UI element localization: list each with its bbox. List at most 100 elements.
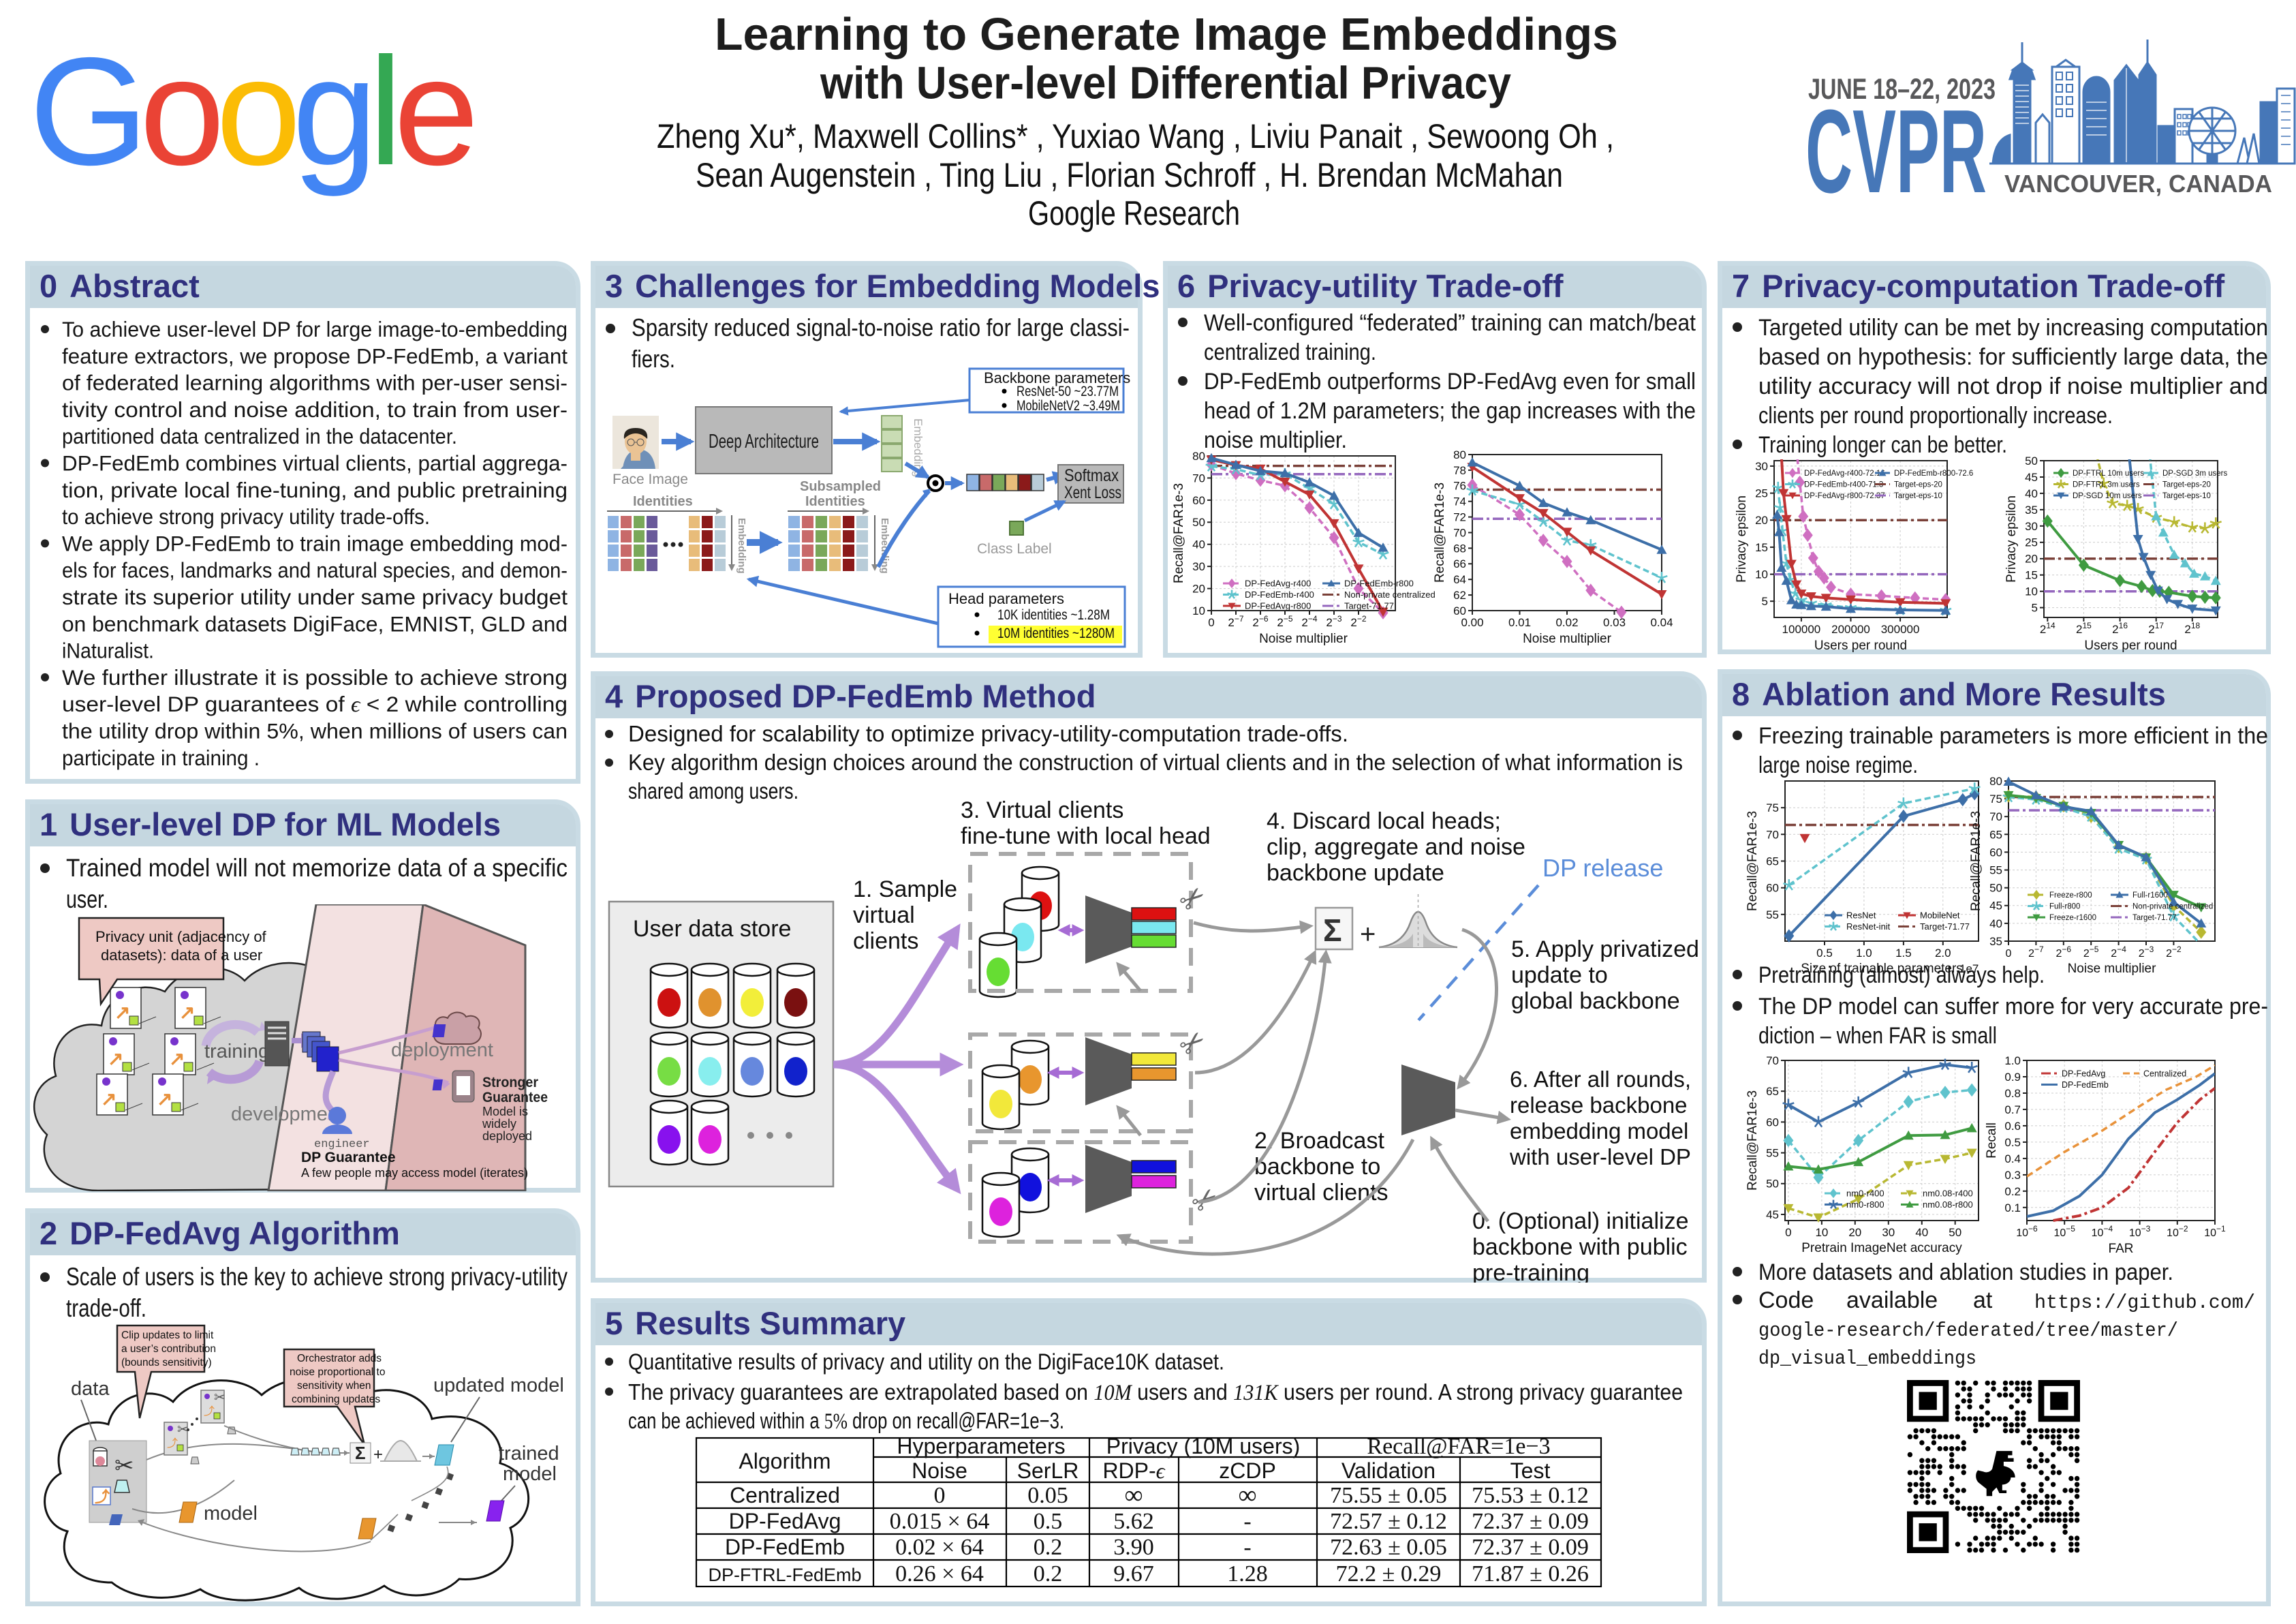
svg-text:⤴: ⤴ — [167, 1437, 178, 1450]
svg-text:a user’s contribution: a user’s contribution — [121, 1343, 216, 1355]
svg-text:virtual clients: virtual clients — [1254, 1180, 1389, 1206]
svg-text:A few people may access model: A few people may access model (iterates) — [301, 1166, 528, 1180]
svg-text:Backbone parameters: Backbone parameters — [984, 369, 1130, 386]
svg-text:Identities: Identities — [633, 494, 693, 509]
svg-text:Full-r1600: Full-r1600 — [2132, 891, 2168, 900]
svg-text:JUNE 18–22, 2023: JUNE 18–22, 2023 — [1808, 73, 1996, 106]
svg-text:nm0-r800: nm0-r800 — [1846, 1199, 1884, 1210]
svg-text:2−5: 2−5 — [1277, 614, 1292, 629]
svg-text:216: 216 — [2112, 621, 2128, 636]
svg-text:noise proportional to: noise proportional to — [290, 1366, 385, 1378]
svg-text:participate in training .: participate in training . — [62, 746, 260, 770]
svg-text:9.67: 9.67 — [1113, 1561, 1154, 1587]
svg-text:utility accuracy will not drop: utility accuracy will not drop if noise … — [1758, 373, 2268, 399]
svg-text:global backbone: global backbone — [1511, 988, 1680, 1014]
svg-text:model: model — [204, 1503, 258, 1525]
svg-text:10−3: 10−3 — [2129, 1224, 2151, 1239]
svg-text:66: 66 — [1453, 557, 1466, 570]
svg-text:release backbone: release backbone — [1510, 1092, 1688, 1118]
svg-text:to achieve strong privacy util: to achieve strong privacy utility trade-… — [62, 504, 430, 529]
svg-text:Users per round: Users per round — [1814, 639, 1907, 653]
svg-text:✂: ✂ — [1173, 1022, 1213, 1064]
svg-text:20: 20 — [1192, 583, 1205, 596]
svg-text:More datasets and ablation stu: More datasets and ablation studies in pa… — [1758, 1259, 2173, 1285]
svg-text:FAR: FAR — [2109, 1242, 2134, 1256]
svg-text:update to: update to — [1511, 962, 1608, 988]
svg-text:CVPR: CVPR — [1805, 85, 1987, 217]
svg-text:75: 75 — [1766, 801, 1779, 814]
svg-text:70: 70 — [1766, 1054, 1779, 1067]
svg-text:78: 78 — [1453, 464, 1466, 477]
svg-text:10−6: 10−6 — [2016, 1224, 2038, 1239]
svg-text:backbone to: backbone to — [1254, 1154, 1380, 1180]
svg-text:Stronger: Stronger — [482, 1075, 538, 1090]
svg-text:Key algorithm design choices a: Key algorithm design choices around the … — [628, 750, 1683, 775]
svg-text:✂: ✂ — [114, 1453, 134, 1479]
svg-text:virtual: virtual — [853, 902, 915, 928]
svg-text:2−5: 2−5 — [2083, 945, 2099, 960]
svg-text:1.0: 1.0 — [1856, 947, 1872, 960]
svg-text:clients: clients — [853, 928, 918, 954]
svg-text:30: 30 — [1755, 460, 1768, 473]
svg-text:DP-FedEmb outperforms DP-FedAv: DP-FedEmb outperforms DP-FedAvg even for… — [1204, 369, 1696, 395]
svg-text:0. (Optional) initialize: 0. (Optional) initialize — [1472, 1208, 1688, 1234]
svg-text:Validation: Validation — [1341, 1458, 1436, 1483]
svg-text:Head parameters: Head parameters — [948, 590, 1064, 607]
svg-text:72.37 ± 0.09: 72.37 ± 0.09 — [1472, 1535, 1589, 1560]
svg-text:updated model: updated model — [433, 1375, 564, 1396]
svg-text:dp_visual_embeddings: dp_visual_embeddings — [1758, 1347, 1976, 1370]
svg-text:Recall: Recall — [1985, 1122, 1999, 1159]
svg-text:SerLR: SerLR — [1017, 1458, 1079, 1483]
svg-text:training: training — [204, 1041, 269, 1062]
svg-text:↗: ↗ — [157, 1088, 172, 1109]
svg-text:DP-FedEmb-r400: DP-FedEmb-r400 — [1245, 589, 1314, 600]
svg-text:74: 74 — [1453, 495, 1466, 508]
svg-text:60: 60 — [1453, 604, 1466, 617]
svg-text:10−4: 10−4 — [2092, 1224, 2113, 1239]
svg-text:Identities: Identities — [805, 494, 865, 509]
svg-text:with User-level Differential P: with User-level Differential Privacy — [820, 58, 1511, 109]
svg-text:45: 45 — [2025, 471, 2038, 484]
svg-text:Model is: Model is — [482, 1105, 528, 1118]
svg-text:DP-FedEmb: DP-FedEmb — [2062, 1080, 2109, 1090]
svg-text:76: 76 — [1453, 480, 1466, 493]
svg-text:0.8: 0.8 — [2004, 1087, 2021, 1100]
svg-text:80: 80 — [1989, 775, 2002, 788]
svg-text:Google: Google — [29, 25, 479, 197]
svg-text:0.7: 0.7 — [2004, 1103, 2021, 1116]
svg-text:DP-FedAvg: DP-FedAvg — [2062, 1069, 2105, 1078]
svg-text:Face Image: Face Image — [612, 472, 688, 487]
svg-text:60: 60 — [1989, 846, 2002, 859]
svg-text:Well-configured “federated” tr: Well-configured “federated” training can… — [1204, 310, 1696, 336]
svg-text:tion, private local fine-tunin: tion, private local fine-tuning, and pub… — [62, 478, 568, 502]
svg-text:fiers.: fiers. — [632, 345, 675, 373]
svg-text:Recall@FAR=1e−3: Recall@FAR=1e−3 — [1367, 1434, 1550, 1459]
svg-text:Non-private centralized: Non-private centralized — [2132, 903, 2213, 911]
svg-text:15: 15 — [1755, 541, 1768, 554]
svg-text:Scale of users is the key to a: Scale of users is the key to achieve str… — [66, 1263, 568, 1291]
svg-text:ResNet-50 ~23.77M: ResNet-50 ~23.77M — [1017, 384, 1119, 399]
svg-text:Target-71.77: Target-71.77 — [1344, 601, 1394, 611]
svg-text:10: 10 — [1815, 1226, 1828, 1239]
svg-text:backbone update: backbone update — [1267, 860, 1444, 886]
svg-text:40: 40 — [2025, 487, 2038, 500]
svg-text:partitioned data centralized i: partitioned data centralized in the data… — [62, 424, 457, 448]
svg-text:10−2: 10−2 — [2167, 1224, 2188, 1239]
svg-text:45: 45 — [1766, 1208, 1779, 1221]
svg-text:72.57 ± 0.12: 72.57 ± 0.12 — [1330, 1509, 1447, 1534]
svg-text:backbone with public: backbone with public — [1472, 1234, 1688, 1260]
svg-text:of federated learning algorith: of federated learning algorithms with pe… — [62, 371, 568, 395]
svg-text:2−3: 2−3 — [2139, 945, 2154, 960]
svg-text:DP release: DP release — [1542, 854, 1663, 882]
svg-text:217: 217 — [2148, 621, 2164, 636]
svg-text:trade-off.: trade-off. — [66, 1294, 146, 1322]
svg-text:0.04: 0.04 — [1650, 616, 1673, 629]
svg-text:pre-training: pre-training — [1472, 1260, 1589, 1283]
svg-text:Centralized: Centralized — [2143, 1069, 2186, 1078]
svg-text:45: 45 — [1989, 900, 2002, 913]
svg-text:15: 15 — [2025, 569, 2038, 582]
svg-text:Freeze-r1600: Freeze-r1600 — [2049, 914, 2096, 922]
svg-text:5.62: 5.62 — [1113, 1509, 1154, 1534]
svg-text:Noise multiplier: Noise multiplier — [1523, 632, 1612, 646]
svg-text:2−2: 2−2 — [1350, 614, 1366, 629]
